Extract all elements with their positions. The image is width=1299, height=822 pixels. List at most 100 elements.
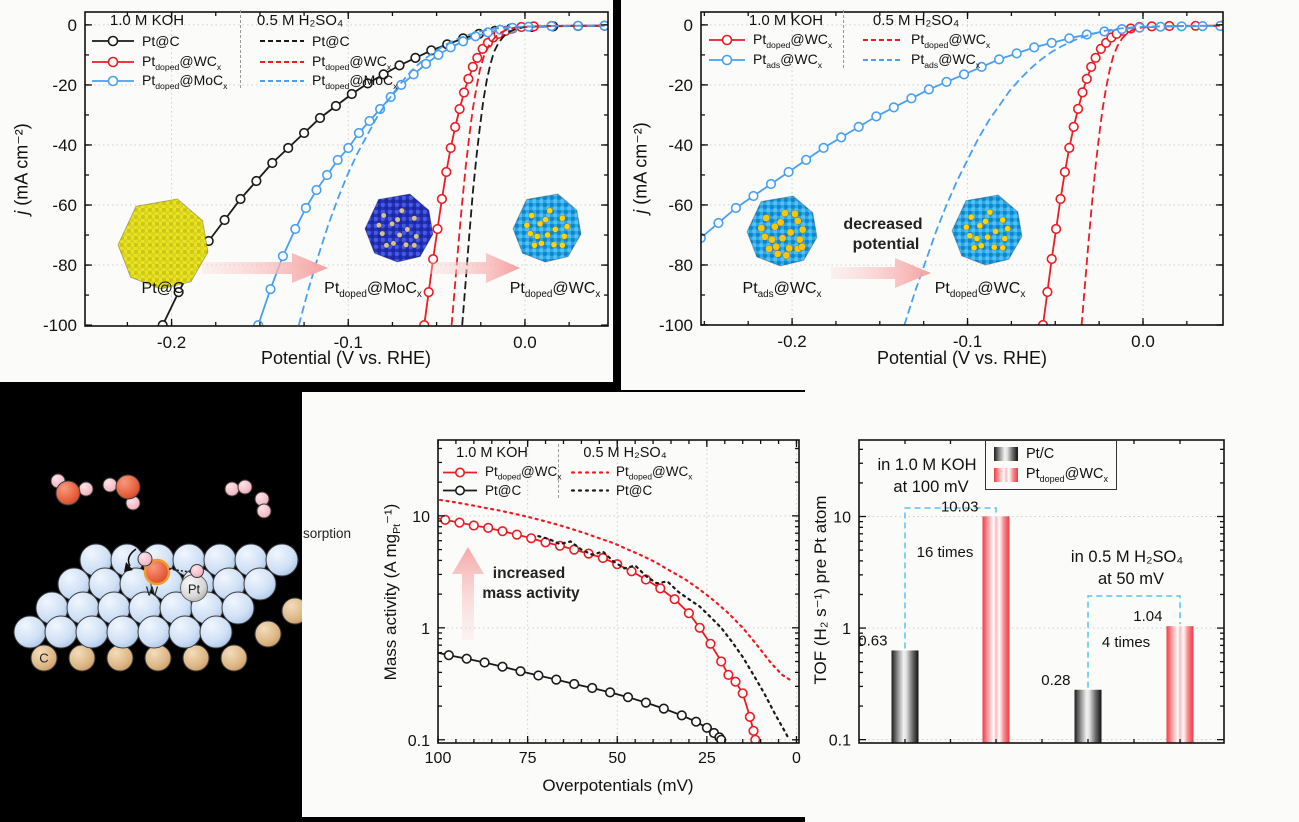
data-marker [744, 711, 756, 723]
bar-value-label: 1.04 [1133, 608, 1162, 625]
condition-label: in 1.0 M KOH [877, 456, 976, 474]
dopant-atom-icon [762, 214, 771, 222]
svg-text:-100: -100 [43, 316, 77, 335]
particle-body [512, 193, 582, 263]
condition-label-2: at 100 mV [893, 478, 968, 496]
data-marker [497, 661, 508, 672]
dopant-atom-icon [990, 243, 998, 251]
data-marker [419, 320, 430, 326]
atom-label-c: C [39, 650, 49, 666]
data-marker [441, 166, 452, 178]
condition-label: in 0.5 M H₂SO₄ [1071, 548, 1183, 566]
dopant-atom-icon [403, 241, 409, 248]
dopant-atom-icon [770, 222, 779, 231]
dopant-atom-icon [970, 244, 978, 252]
dopant-atom-icon [976, 222, 984, 229]
legend-item-ptc-acid: Pt@C [260, 33, 350, 49]
x-axis-title: Overpotentials (mV) [542, 776, 694, 795]
data-marker [597, 552, 609, 564]
dopant-atom-icon [559, 242, 566, 249]
particle-body [746, 195, 818, 267]
data-marker [765, 178, 777, 190]
dopant-atom-icon [772, 242, 781, 251]
bar-Pt/C [1074, 689, 1102, 743]
atom-label-w: W [145, 583, 159, 599]
svg-text:10: 10 [833, 510, 851, 527]
inset-label-ptc: Pt@C [141, 280, 185, 297]
atom-icon [75, 615, 109, 649]
svg-text:0.0: 0.0 [1131, 332, 1155, 351]
data-marker [976, 61, 987, 73]
data-marker [1090, 52, 1101, 64]
series-line [903, 24, 1214, 325]
series-line [1080, 24, 1222, 325]
data-marker [723, 669, 734, 681]
y-axis-title: Mass activity (A mgPt⁻¹) [380, 503, 404, 681]
atom-icon [224, 481, 240, 497]
inset-label-ptdoped-wcx: Ptdoped@WCx [934, 280, 1026, 301]
atom-icon [106, 615, 140, 649]
svg-text:-100: -100 [659, 316, 693, 335]
atom-icon [243, 567, 277, 601]
dopant-atom-icon [992, 228, 999, 235]
legend-item-ptc-koh: Pt@C [441, 483, 521, 498]
data-marker [511, 529, 522, 540]
data-marker [463, 73, 474, 84]
legend-item-ptads-wcx-koh: Ptads@WCx [707, 51, 822, 70]
y-axis-title: j (mA cm⁻²) [11, 123, 32, 215]
dopant-atom-icon [999, 244, 1007, 252]
data-marker [1086, 61, 1097, 73]
condition-label-2: at 50 mV [1098, 570, 1164, 588]
bar-Pt/C [891, 650, 919, 743]
data-marker [691, 716, 702, 727]
ratio-bracket [1087, 595, 1181, 688]
dopant-atom-icon [528, 212, 535, 219]
svg-text:-0.1: -0.1 [334, 333, 363, 352]
svg-text:25: 25 [698, 750, 716, 767]
bar-value-label: 0.28 [1041, 672, 1070, 689]
data-marker [450, 121, 461, 133]
dopant-atom-icon [1004, 225, 1011, 232]
data-marker [801, 154, 812, 165]
ratio-label: 4 times [1102, 634, 1150, 651]
data-marker [1064, 142, 1075, 153]
data-marker [683, 608, 695, 619]
data-marker [468, 520, 479, 531]
dopant-atom-icon [781, 209, 789, 218]
dopant-atom-icon [396, 232, 403, 238]
data-marker [410, 52, 421, 64]
bond-dotted [168, 568, 191, 573]
series-line [537, 535, 791, 741]
data-marker [482, 27, 494, 38]
bar-legend: Pt/C Ptdoped@WCx [985, 440, 1117, 490]
atom-icon [237, 479, 253, 495]
legend-item-ptdoped-wcx-acid: Ptdoped@WCx [260, 53, 392, 72]
atom-icon [256, 503, 272, 519]
data-marker [343, 142, 354, 154]
legend-header-koh: 1.0 M KOH [456, 445, 528, 461]
svg-text:0: 0 [684, 16, 693, 35]
dopant-atom-icon [383, 242, 390, 249]
data-marker [1051, 223, 1062, 235]
axis-ticks [701, 12, 1223, 326]
bar-value-label: 0.63 [858, 632, 887, 649]
data-marker [251, 175, 262, 187]
data-marker [253, 320, 264, 326]
legend-item-ptdoped-wcx: Ptdoped@WCx [994, 466, 1108, 484]
data-marker [1059, 166, 1071, 178]
data-marker [540, 537, 551, 548]
particle-body [117, 198, 209, 290]
dopant-atom-icon [757, 224, 766, 232]
transition-arrow-icon [831, 258, 931, 288]
legend-header-h2so4: 0.5 M H₂SO₄ [583, 445, 667, 461]
y-axis-title: j (mA cm⁻²) [630, 122, 651, 214]
dopant-atom-icon [379, 230, 386, 237]
dopant-atom-icon [544, 231, 551, 239]
dopant-atom-icon [394, 216, 401, 223]
axes-box [700, 11, 1224, 326]
data-marker [458, 87, 470, 98]
data-marker [364, 115, 375, 127]
lsv-chart-ads-vs-doped: -0.2 -0.1 0.0 0 -20 -40 -60 -80 -100 [659, 11, 1224, 351]
data-marker [267, 157, 278, 169]
svg-text:-60: -60 [52, 196, 77, 215]
